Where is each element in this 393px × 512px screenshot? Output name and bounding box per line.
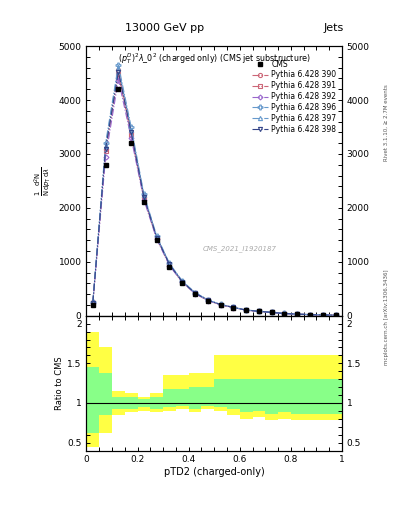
Y-axis label: Ratio to CMS: Ratio to CMS [55,356,64,410]
Text: $(p_T^D)^2\lambda\_0^2$ (charged only) (CMS jet substructure): $(p_T^D)^2\lambda\_0^2$ (charged only) (… [118,52,310,67]
Y-axis label: $\frac{1}{\mathrm{N}}\frac{\mathrm{d}^2\mathrm{N}}{\mathrm{d}p_\mathrm{T}\,\math: $\frac{1}{\mathrm{N}}\frac{\mathrm{d}^2\… [32,166,53,196]
Legend: CMS, Pythia 6.428 390, Pythia 6.428 391, Pythia 6.428 392, Pythia 6.428 396, Pyt: CMS, Pythia 6.428 390, Pythia 6.428 391,… [250,58,338,136]
Text: Jets: Jets [323,23,344,33]
Text: mcplots.cern.ch [arXiv:1306.3436]: mcplots.cern.ch [arXiv:1306.3436] [384,270,389,365]
X-axis label: pTD2 (charged-only): pTD2 (charged-only) [164,467,264,477]
Text: Rivet 3.1.10, ≥ 2.7M events: Rivet 3.1.10, ≥ 2.7M events [384,84,389,161]
Text: CMS_2021_I1920187: CMS_2021_I1920187 [203,245,277,252]
Text: 13000 GeV pp: 13000 GeV pp [125,23,205,33]
